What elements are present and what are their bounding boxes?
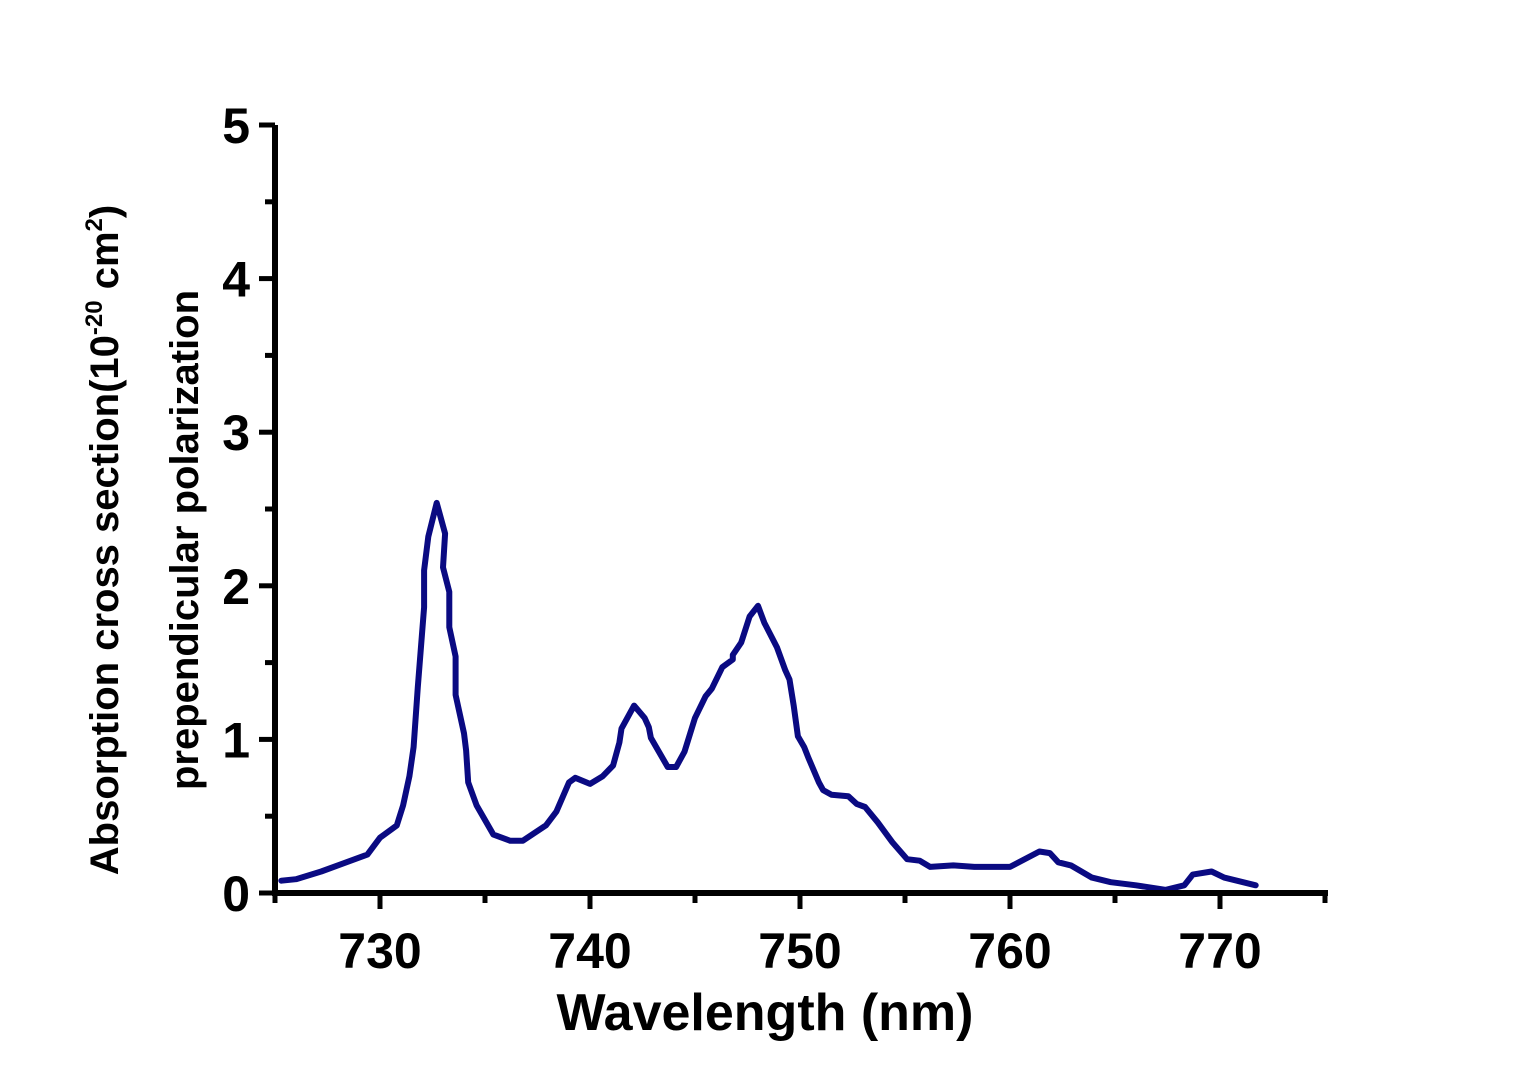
x-tick-label: 760 <box>968 923 1051 979</box>
y-tick-label: 0 <box>222 866 250 922</box>
tick-labels: 730 740 750 760 770 0 1 2 3 4 5 <box>222 98 1262 979</box>
axis-ticks <box>259 122 1328 909</box>
x-tick-label: 770 <box>1178 923 1261 979</box>
x-axis-label: Wavelength (nm) <box>557 984 974 1042</box>
y-tick-label: 4 <box>222 252 250 308</box>
y-axis-label-line2: prependicular polarization <box>163 290 207 790</box>
y-tick-label: 5 <box>222 98 250 154</box>
series-line <box>278 499 1259 893</box>
x-tick-label: 730 <box>338 923 421 979</box>
y-tick-label: 1 <box>222 712 250 768</box>
x-tick-label: 740 <box>548 923 631 979</box>
x-tick-label: 750 <box>758 923 841 979</box>
y-tick-label: 3 <box>222 405 250 461</box>
y-tick-label: 2 <box>222 559 250 615</box>
y-axis-label-line1: Absorption cross section(10-20 cm2) <box>81 205 127 875</box>
